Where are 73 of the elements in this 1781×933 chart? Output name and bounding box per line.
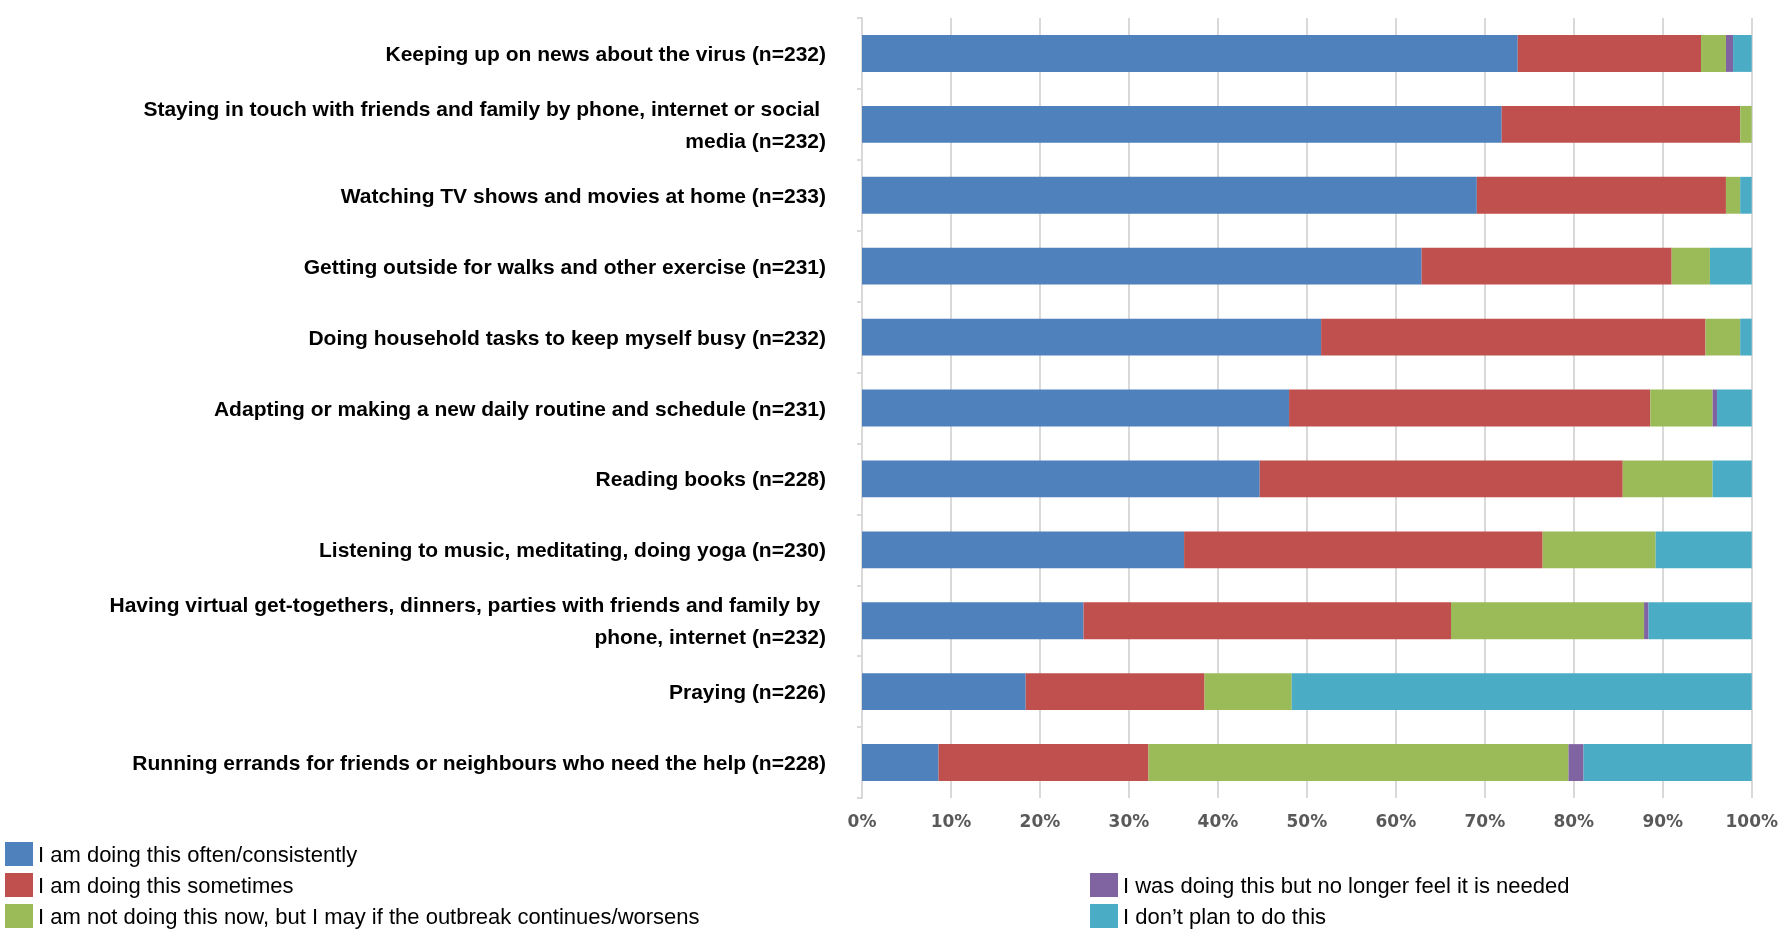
bar <box>1451 602 1645 640</box>
bar <box>938 744 1149 781</box>
y-tick-label: Staying in touch with friends and family by phone, internet or social media (n=232) <box>143 96 826 152</box>
y-tick-label: Watching TV shows and movies at home (n=233) <box>340 183 826 207</box>
bar <box>862 531 1185 569</box>
y-tick-label: Reading books (n=228) <box>595 467 826 491</box>
x-tick-label: 60% <box>1375 810 1417 831</box>
bar <box>1289 389 1651 427</box>
y-tick-label: Having virtual get-togethers, dinners, parties with friends and family by phone, internet (n=232) <box>109 593 826 649</box>
bar <box>1725 35 1734 72</box>
bar <box>862 247 1422 285</box>
bar <box>1712 460 1752 498</box>
bar <box>1291 673 1752 711</box>
x-tick-label: 90% <box>1642 810 1684 831</box>
bar <box>862 105 1502 143</box>
legend-label: I am not doing this now, but I may if the outbreak continues/worsens <box>38 903 700 929</box>
bar <box>862 318 1322 356</box>
legend-label: I was doing this but no longer feel it is needed <box>1123 872 1570 898</box>
bar <box>1542 531 1656 569</box>
bar <box>862 460 1260 498</box>
bar <box>1650 389 1713 427</box>
bar <box>1501 105 1741 143</box>
bar <box>1740 318 1752 356</box>
bar <box>1583 744 1752 781</box>
x-tick-label: 20% <box>1019 810 1061 831</box>
bar <box>1204 673 1292 711</box>
bar <box>1025 673 1205 711</box>
bar <box>1568 744 1584 781</box>
bar <box>1725 176 1741 214</box>
y-tick-label: Adapting or making a new daily routine and schedule (n=231) <box>213 396 826 420</box>
bar <box>1740 105 1752 143</box>
bar <box>1671 247 1710 285</box>
bar <box>862 176 1477 214</box>
bar <box>1321 318 1706 356</box>
bar <box>1083 602 1452 640</box>
bar <box>1705 318 1741 356</box>
bar <box>1733 35 1752 72</box>
y-tick-label: Doing household tasks to keep myself busy (n=232) <box>308 325 826 349</box>
bar <box>1709 247 1752 285</box>
bar <box>1259 460 1623 498</box>
bar <box>1517 35 1702 72</box>
bar <box>1648 602 1752 640</box>
y-tick-label: Praying (n=226) <box>669 680 826 704</box>
bar <box>1655 531 1752 569</box>
x-tick-label: 80% <box>1553 810 1595 831</box>
bar <box>862 744 939 781</box>
x-tick-label: 100% <box>1725 810 1779 831</box>
bar <box>862 602 1084 640</box>
x-tick-label: 30% <box>1108 810 1150 831</box>
x-tick-label: 40% <box>1197 810 1239 831</box>
legend-label: I am doing this sometimes <box>38 872 294 898</box>
bar <box>1717 389 1752 427</box>
bar <box>1622 460 1713 498</box>
bar <box>1701 35 1726 72</box>
x-tick-label: 0% <box>847 810 877 831</box>
bar <box>1184 531 1543 569</box>
y-tick-label: Listening to music, meditating, doing yoga (n=230) <box>319 538 826 562</box>
bar <box>862 35 1518 72</box>
bar <box>1476 176 1726 214</box>
legend-label: I don’t plan to do this <box>1123 903 1327 929</box>
x-tick-label: 70% <box>1464 810 1506 831</box>
bar <box>1421 247 1672 285</box>
y-tick-label: Running errands for friends or neighbours who need the help (n=228) <box>132 751 826 775</box>
legend-label: I am doing this often/consistently <box>38 841 358 867</box>
bar <box>862 673 1026 711</box>
x-tick-label: 10% <box>930 810 972 831</box>
y-tick-label: Getting outside for walks and other exercise (n=231) <box>303 254 826 278</box>
bar <box>1148 744 1569 781</box>
x-tick-label: 50% <box>1286 810 1328 831</box>
y-tick-label: Keeping up on news about the virus (n=232) <box>385 41 826 65</box>
bar <box>862 389 1290 427</box>
bar <box>1740 176 1752 214</box>
bar <box>1644 602 1649 640</box>
